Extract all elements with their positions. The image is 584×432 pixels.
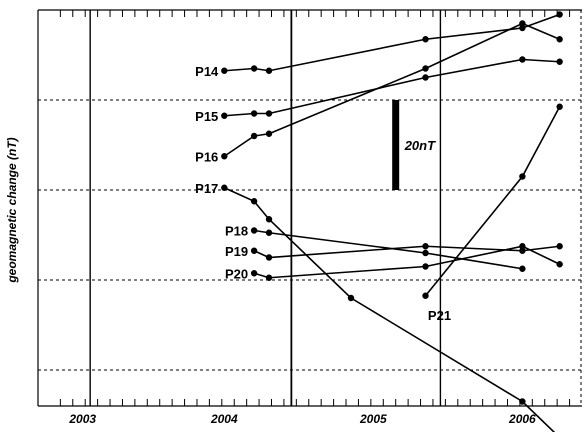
data-point bbox=[265, 216, 273, 223]
data-point bbox=[519, 173, 526, 180]
data-point bbox=[519, 398, 526, 405]
grid bbox=[37, 9, 582, 407]
y-axis-label: geomagnetic change (nT) bbox=[5, 137, 19, 283]
data-point bbox=[265, 110, 273, 117]
series-label-p15: P15 bbox=[195, 109, 218, 124]
series-group bbox=[221, 11, 563, 432]
data-point bbox=[265, 130, 273, 137]
series-line-p15 bbox=[224, 58, 560, 117]
data-point bbox=[250, 65, 258, 72]
data-point bbox=[519, 243, 526, 250]
series-label-p16: P16 bbox=[195, 149, 218, 164]
data-point bbox=[422, 36, 429, 43]
data-point bbox=[250, 270, 258, 277]
data-point bbox=[265, 254, 273, 261]
data-point bbox=[250, 247, 258, 254]
data-point bbox=[422, 249, 429, 257]
series-line-p17 bbox=[223, 187, 556, 432]
data-point bbox=[221, 184, 228, 191]
data-point bbox=[422, 74, 429, 81]
data-point bbox=[556, 11, 563, 18]
data-point bbox=[519, 265, 526, 272]
series-line-p18 bbox=[253, 229, 523, 270]
data-point bbox=[519, 20, 526, 27]
series-label-p17: P17 bbox=[195, 181, 218, 196]
data-point bbox=[556, 36, 563, 43]
data-point bbox=[422, 263, 429, 270]
data-point bbox=[556, 243, 563, 250]
data-point bbox=[221, 112, 228, 119]
data-point bbox=[519, 247, 526, 254]
x-tick-label: 2003 bbox=[68, 412, 96, 426]
series-label-p20: P20 bbox=[225, 266, 248, 281]
data-point bbox=[422, 292, 429, 299]
x-tick-label: 2006 bbox=[508, 412, 536, 426]
data-point bbox=[250, 110, 258, 117]
series-label-p18: P18 bbox=[225, 224, 248, 239]
data-point bbox=[250, 198, 258, 205]
data-point bbox=[347, 294, 355, 302]
scale-bar bbox=[392, 100, 400, 190]
series-line-p16 bbox=[223, 22, 560, 157]
series-label-p21: P21 bbox=[428, 308, 451, 323]
series-label-p14: P14 bbox=[195, 64, 219, 79]
data-point bbox=[221, 67, 228, 74]
data-point bbox=[556, 103, 563, 110]
series-label-p19: P19 bbox=[225, 244, 248, 259]
data-point bbox=[250, 227, 258, 234]
x-tick-label: 2005 bbox=[359, 412, 387, 426]
data-point bbox=[265, 274, 273, 281]
scale-bar-group: 20nT bbox=[392, 100, 436, 190]
scale-bar-label: 20nT bbox=[404, 138, 436, 153]
data-point bbox=[519, 24, 526, 32]
data-point bbox=[422, 65, 429, 72]
data-point bbox=[556, 261, 563, 268]
data-point bbox=[422, 243, 429, 250]
series-line-p21 bbox=[424, 106, 561, 297]
x-tick-label: 2004 bbox=[210, 412, 238, 426]
data-point bbox=[265, 229, 273, 236]
data-point bbox=[519, 56, 526, 63]
data-point bbox=[221, 153, 228, 160]
label-group: 2003 2004 2005 2006 P14 P15 P16 P17 P18 P19 P20 P21 bbox=[68, 64, 536, 426]
data-point bbox=[556, 58, 563, 65]
data-point bbox=[265, 67, 273, 74]
data-point bbox=[250, 132, 258, 140]
